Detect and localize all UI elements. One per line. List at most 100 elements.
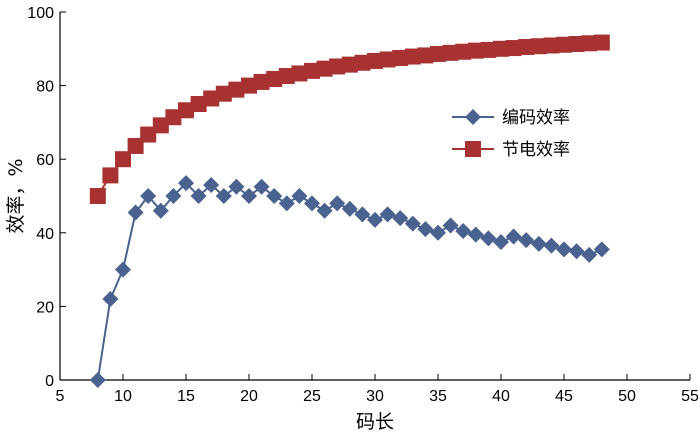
data-point (455, 222, 472, 239)
x-tick-label: 55 (681, 388, 699, 405)
data-point (404, 48, 421, 65)
y-tick-label: 60 (36, 152, 54, 169)
data-point (593, 34, 610, 51)
legend-marker-coding-efficiency (465, 109, 481, 125)
y-tick-label: 0 (45, 373, 54, 390)
data-point (493, 234, 509, 250)
data-point (442, 44, 459, 61)
x-axis-title: 码长 (356, 411, 394, 433)
y-tick-label: 20 (36, 299, 54, 316)
data-point (392, 50, 409, 66)
x-tick-label: 5 (56, 388, 65, 405)
data-point (140, 188, 157, 204)
data-point (127, 137, 144, 154)
data-point (505, 228, 522, 245)
data-point (115, 261, 131, 278)
y-tick-label: 40 (36, 226, 54, 243)
data-point (304, 62, 320, 79)
legend-label-power-saving-efficiency: 节电效率 (502, 140, 570, 160)
data-point (493, 40, 509, 57)
data-point (241, 188, 257, 204)
data-point (316, 60, 333, 77)
x-tick-label: 45 (555, 388, 573, 405)
y-ticks: 0 20 40 60 80 100 (27, 5, 66, 390)
data-point (392, 210, 409, 227)
data-point (102, 167, 119, 184)
x-tick-label: 15 (177, 388, 195, 405)
data-point (152, 117, 169, 134)
data-point (89, 372, 106, 388)
data-point (266, 70, 283, 87)
data-point (316, 202, 333, 219)
data-point (354, 206, 371, 223)
data-point (543, 237, 560, 254)
data-point (505, 40, 522, 57)
data-point (152, 202, 169, 219)
data-point (190, 96, 207, 112)
data-point (165, 188, 182, 204)
y-axis-title: 效率，% (5, 158, 27, 233)
data-point (115, 151, 131, 168)
data-point (455, 43, 472, 60)
data-point (404, 215, 421, 232)
data-point (203, 176, 220, 193)
x-tick-label: 20 (240, 388, 258, 405)
data-point (467, 226, 484, 243)
data-point (556, 36, 572, 53)
data-point (291, 65, 308, 82)
data-point (89, 188, 106, 204)
y-tick-label: 100 (27, 5, 54, 22)
series-layer (89, 34, 610, 388)
data-point (178, 175, 194, 192)
legend: 编码效率 节电效率 (452, 108, 570, 160)
data-point (379, 51, 396, 68)
legend-marker-power-saving-efficiency (465, 141, 481, 157)
data-point (367, 211, 383, 228)
data-point (304, 195, 320, 212)
data-point (178, 102, 194, 119)
data-point (556, 241, 572, 258)
data-point (568, 243, 585, 260)
data-point (278, 195, 295, 212)
data-point (480, 230, 497, 247)
data-point (568, 36, 585, 53)
legend-label-coding-efficiency: 编码效率 (502, 108, 570, 128)
x-tick-label: 40 (492, 388, 510, 405)
data-point (140, 126, 157, 143)
y-tick-label: 80 (36, 79, 54, 96)
data-point (228, 81, 245, 98)
data-point (430, 45, 446, 62)
data-point (266, 188, 283, 204)
x-tick-label: 30 (366, 388, 384, 405)
x-ticks: 5 10 15 20 25 30 35 40 45 50 55 (56, 374, 699, 405)
data-point (329, 195, 346, 212)
data-point (291, 188, 308, 204)
data-point (329, 58, 346, 75)
x-tick-label: 35 (429, 388, 447, 405)
data-point (518, 38, 535, 55)
data-point (417, 221, 434, 238)
data-point (417, 47, 434, 64)
x-tick-label: 10 (114, 388, 132, 405)
data-point (593, 241, 610, 258)
data-point (102, 291, 119, 308)
data-point (518, 232, 535, 249)
data-point (165, 109, 182, 126)
data-point (253, 73, 270, 90)
data-point (530, 235, 547, 252)
data-point (215, 85, 232, 102)
data-point (442, 217, 459, 234)
data-point (379, 206, 396, 223)
data-point (430, 224, 446, 241)
x-tick-label: 25 (303, 388, 321, 405)
data-point (530, 38, 547, 55)
data-point (341, 56, 358, 73)
data-point (341, 200, 358, 217)
data-point (241, 77, 257, 94)
series-coding-efficiency (89, 175, 610, 388)
data-point (581, 246, 598, 263)
data-point (215, 188, 232, 204)
series-power-saving-efficiency (89, 34, 610, 204)
data-point (253, 178, 270, 195)
